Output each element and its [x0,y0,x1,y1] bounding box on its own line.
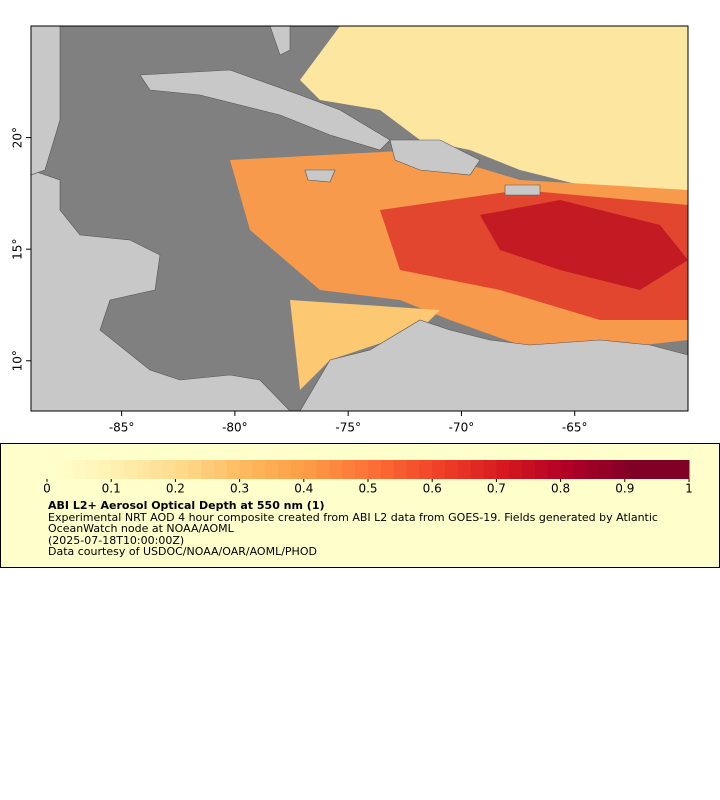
colorbar-swatch [599,460,613,479]
colorbar-swatch [509,460,523,479]
colorbar-tick-label: 0.1 [102,482,121,496]
colorbar-tick-label: 0 [43,482,51,496]
colorbar-swatch [650,460,664,479]
colorbar-tick-label: 0.5 [358,482,377,496]
colorbar-swatch [676,460,690,479]
colorbar-swatch [547,460,562,479]
colorbar-swatch [534,460,549,479]
x-tick-label: -75° [335,421,361,435]
colorbar-swatch [85,460,99,479]
colorbar-swatch [226,460,241,479]
colorbar-swatch [162,460,176,479]
colorbar-tick-label: 0.2 [166,482,185,496]
description: Experimental NRT AOD 4 hour composite cr… [48,510,658,535]
colorbar-swatch [663,460,677,479]
colorbar-tick-label: 0.6 [423,482,442,496]
x-tick-label: -70° [449,421,475,435]
colorbar-swatch [560,460,574,479]
colorbar-swatch [136,460,151,479]
colorbar-swatch [124,460,138,479]
colorbar-swatch [522,460,536,479]
colorbar-swatch [624,460,639,479]
x-tick-label: -85° [109,421,135,435]
colorbar-swatch [201,460,215,479]
colorbar-swatch [419,460,433,479]
colorbar-swatch [611,460,626,479]
map-frame [30,25,689,412]
colorbar-swatch [239,460,253,479]
colorbar-swatch [457,460,472,479]
colorbar-tick-label: 0.8 [551,482,570,496]
colorbar-swatch [98,460,112,479]
y-tick-label: 15° [11,239,25,260]
aerosol-low [300,26,688,200]
colorbar-swatch [72,460,87,479]
colorbar-swatch [188,460,202,479]
colorbar-swatch [111,460,125,479]
legend-text: ABI L2+ Aerosol Optical Depth at 550 nm … [48,500,688,558]
colorbar-swatch [637,460,651,479]
colorbar-tick-label: 1 [685,482,693,496]
aerosol-fringe [290,300,440,390]
colorbar-swatch [316,460,330,479]
colorbar-tick-label: 0.9 [615,482,634,496]
colorbar-swatch [252,460,266,479]
colorbar-swatch [47,460,61,479]
x-tick-label: -65° [562,421,588,435]
colorbar-swatch [303,460,318,479]
colorbar-swatch [175,460,189,479]
colorbar-swatch [278,460,292,479]
colorbar-swatch [380,460,395,479]
credit: Data courtesy of USDOC/NOAA/OAR/AOML/PHO… [48,545,317,558]
colorbar-swatch [393,460,408,479]
colorbar-swatch [470,460,485,479]
colorbar-swatch [496,460,510,479]
legend-title: ABI L2+ Aerosol Optical Depth at 550 nm … [48,499,325,512]
colorbar-swatch [213,460,228,479]
colorbar-tick-label: 0.7 [487,482,506,496]
land [31,26,688,411]
colorbar-swatch [149,460,164,479]
colorbar-swatch [573,460,587,479]
colorbar-tick-label: 0.4 [294,482,313,496]
colorbar-swatch [59,460,74,479]
colorbar-swatch [355,460,369,479]
y-tick-label: 10° [11,350,25,371]
colorbar-swatch [290,460,305,479]
map [31,26,688,411]
colorbar-swatch [329,460,343,479]
x-tick-label: -80° [222,421,248,435]
colorbar-swatch [432,460,446,479]
aerosol-peak [480,200,688,290]
colorbar-swatch [445,460,459,479]
colorbar-swatch [406,460,420,479]
colorbar-swatch [586,460,600,479]
colorbar-swatch [342,460,356,479]
y-tick-label: 20° [11,127,25,148]
colorbar-swatch [483,460,497,479]
colorbar-tick-label: 0.3 [230,482,249,496]
timestamp: (2025-07-18T10:00:00Z) [48,533,185,547]
colorbar-swatch [265,460,279,479]
colorbar-swatch [368,460,382,479]
